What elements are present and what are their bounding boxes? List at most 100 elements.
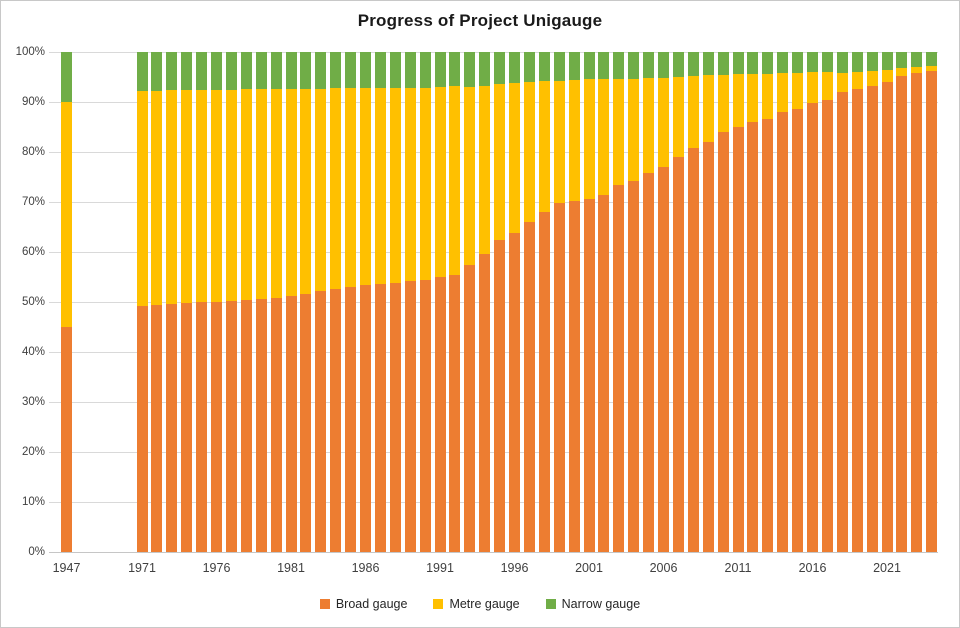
bar-1990-broad-gauge — [419, 279, 431, 552]
bar-1988-narrow-gauge — [389, 52, 401, 88]
bar-1981-broad-gauge — [285, 296, 297, 552]
bar-1997-broad-gauge — [523, 222, 535, 552]
bar-1973-metre-gauge — [166, 90, 178, 304]
bar-1996-metre-gauge — [509, 82, 520, 233]
y-tick-label-50: 50% — [21, 296, 45, 308]
bar-1981-narrow-gauge — [285, 52, 297, 89]
bar-1997-metre-gauge — [523, 82, 535, 222]
bar-1998-broad-gauge — [538, 212, 550, 552]
bar-1996-narrow-gauge — [509, 52, 520, 83]
bar-1992-broad-gauge — [449, 275, 461, 552]
bar-1978-narrow-gauge — [240, 52, 252, 89]
legend-label-broad-gauge: Broad gauge — [335, 597, 408, 611]
bar-1947-broad-gauge — [61, 327, 72, 552]
bar-1971-metre-gauge — [136, 90, 148, 306]
gridline-100 — [49, 52, 938, 53]
bar-1977-narrow-gauge — [225, 52, 237, 90]
bar-1983-narrow-gauge — [315, 52, 327, 89]
bar-2021-broad-gauge — [881, 81, 893, 552]
bar-1984-narrow-gauge — [330, 52, 342, 88]
bar-2014-narrow-gauge — [777, 52, 789, 73]
bar-2012-narrow-gauge — [747, 52, 759, 74]
legend-swatch-icon-broad-gauge — [319, 599, 330, 609]
bar-2021-metre-gauge — [881, 69, 893, 82]
bar-1980-metre-gauge — [270, 89, 282, 298]
legend-swatch-icon-metre-gauge — [433, 599, 444, 609]
bar-1990-metre-gauge — [419, 87, 431, 280]
bar-2003-broad-gauge — [613, 185, 625, 552]
bar-2002-broad-gauge — [598, 195, 610, 552]
x-tick-label-1971: 1971 — [128, 561, 156, 575]
bar-1992-narrow-gauge — [449, 52, 461, 86]
bar-1976-metre-gauge — [211, 89, 222, 302]
bar-1975-broad-gauge — [196, 302, 208, 552]
gridline-10 — [49, 502, 938, 503]
bar-1987-narrow-gauge — [374, 52, 386, 88]
bar-1972-narrow-gauge — [151, 52, 163, 91]
bar-2022-broad-gauge — [896, 76, 908, 552]
bar-2001-broad-gauge — [583, 198, 595, 552]
bar-2015-metre-gauge — [792, 72, 804, 109]
bar-1991-metre-gauge — [434, 86, 446, 277]
bar-1991-broad-gauge — [434, 277, 446, 552]
x-tick-label-1947: 1947 — [52, 561, 81, 575]
bar-2000-narrow-gauge — [568, 52, 580, 80]
bar-1993-metre-gauge — [464, 86, 476, 265]
bar-2005-broad-gauge — [643, 172, 655, 552]
bar-1995-narrow-gauge — [494, 52, 506, 84]
gridline-30 — [49, 402, 938, 403]
bar-2018-metre-gauge — [836, 73, 848, 92]
y-tick-label-80: 80% — [21, 146, 45, 158]
bar-2006-metre-gauge — [658, 77, 669, 167]
bar-2004-broad-gauge — [628, 180, 640, 552]
x-tick-label-2006: 2006 — [649, 561, 678, 575]
x-tick-label-2021: 2021 — [873, 561, 901, 575]
bar-2023-metre-gauge — [911, 67, 923, 73]
bar-1972-broad-gauge — [151, 304, 163, 552]
bar-2018-narrow-gauge — [836, 52, 848, 73]
bar-1992-metre-gauge — [449, 86, 461, 275]
bar-2008-narrow-gauge — [687, 52, 699, 76]
bar-1984-metre-gauge — [330, 88, 342, 289]
bar-2013-broad-gauge — [762, 118, 774, 552]
y-tick-label-40: 40% — [21, 346, 45, 358]
bar-2015-narrow-gauge — [792, 52, 804, 73]
bar-1994-broad-gauge — [479, 254, 491, 552]
bar-1981-metre-gauge — [285, 88, 297, 296]
bar-2023-narrow-gauge — [911, 52, 923, 67]
bar-1947-metre-gauge — [61, 102, 72, 327]
x-tick-label-1991: 1991 — [426, 561, 454, 575]
bar-2012-metre-gauge — [747, 73, 759, 122]
y-tick-label-90: 90% — [21, 96, 45, 108]
bar-1985-metre-gauge — [345, 88, 357, 287]
bar-2002-narrow-gauge — [598, 52, 610, 79]
bar-2019-narrow-gauge — [851, 52, 863, 72]
bar-1995-metre-gauge — [494, 84, 506, 240]
x-tick-label-1986: 1986 — [351, 561, 380, 575]
bar-1972-metre-gauge — [151, 90, 163, 305]
bar-2000-metre-gauge — [568, 80, 580, 201]
bar-2023-broad-gauge — [911, 73, 923, 552]
bar-1999-metre-gauge — [553, 81, 565, 203]
y-tick-label-0: 0% — [28, 546, 45, 558]
bar-1974-narrow-gauge — [181, 52, 193, 90]
gridline-50 — [49, 302, 938, 303]
gridline-20 — [49, 452, 938, 453]
legend-item-narrow-gauge: Narrow gauge — [545, 597, 640, 611]
bar-2021-narrow-gauge — [881, 52, 893, 70]
bar-2019-metre-gauge — [851, 72, 863, 89]
bar-1983-broad-gauge — [315, 291, 327, 552]
x-tick-label-1996: 1996 — [500, 561, 529, 575]
bar-1976-broad-gauge — [211, 301, 222, 552]
bar-1988-metre-gauge — [389, 87, 401, 283]
x-tick-label-1976: 1976 — [202, 561, 231, 575]
bar-2008-metre-gauge — [687, 76, 699, 148]
bar-2004-metre-gauge — [628, 78, 640, 181]
y-tick-label-60: 60% — [21, 246, 45, 258]
bar-2007-broad-gauge — [672, 157, 684, 552]
bar-1971-broad-gauge — [136, 305, 148, 552]
bar-1978-broad-gauge — [240, 300, 252, 552]
bar-1986-metre-gauge — [360, 88, 371, 285]
bar-1999-narrow-gauge — [553, 52, 565, 81]
bar-1985-narrow-gauge — [345, 52, 357, 88]
